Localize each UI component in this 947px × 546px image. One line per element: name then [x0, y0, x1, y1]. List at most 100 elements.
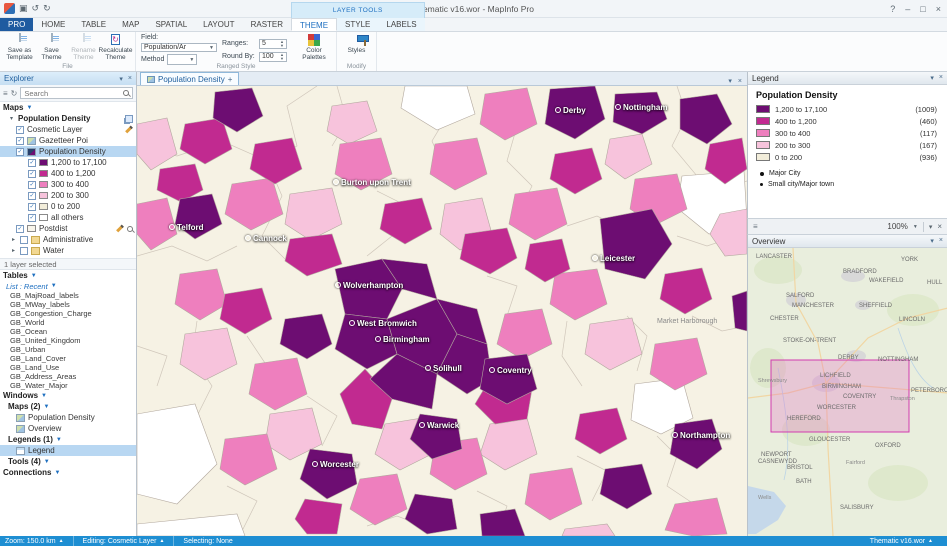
table-row[interactable]: GB_United_Kingdom [0, 336, 136, 345]
panel-menu-icon[interactable]: ▾ [930, 237, 934, 245]
twirl-collapsed-icon[interactable]: ▸ [10, 247, 17, 254]
search-input[interactable] [24, 89, 123, 98]
ranges-spinner[interactable]: 5 ▲▼ [259, 39, 287, 49]
map-group-row[interactable]: ▾ Population Density [0, 113, 136, 124]
legend-point-entry[interactable]: Small city/Major town [748, 179, 947, 190]
range-row-3[interactable]: ✓ 200 to 300 [0, 190, 136, 201]
redo-icon[interactable]: ↻ [43, 3, 51, 14]
visibility-checkbox[interactable]: ✓ [28, 159, 36, 167]
color-palettes-button[interactable]: Color Palettes [297, 34, 331, 62]
map-document-tab[interactable]: Population Density + [140, 72, 239, 85]
tab-layout[interactable]: LAYOUT [195, 18, 242, 31]
round-by-spinner[interactable]: 100 ▲▼ [259, 52, 287, 62]
range-row-4[interactable]: ✓ 0 to 200 [0, 201, 136, 212]
tab-spatial[interactable]: SPATIAL [147, 18, 195, 31]
tab-raster[interactable]: RASTER [243, 18, 291, 31]
maximize-icon[interactable]: □ [920, 4, 925, 14]
visibility-checkbox[interactable]: ✓ [16, 126, 24, 134]
save-theme-button[interactable]: Save Theme [37, 34, 66, 62]
save-icon[interactable]: ▣ [19, 3, 28, 14]
tab-style[interactable]: STYLE [337, 18, 378, 31]
app-icon[interactable] [4, 3, 15, 14]
status-editing[interactable]: Editing: Cosmetic Layer ▲ [74, 536, 175, 546]
visibility-checkbox[interactable]: ✓ [16, 148, 24, 156]
legend-entry[interactable]: 0 to 200 (936) [748, 151, 947, 163]
panel-menu-icon[interactable]: ▾ [929, 223, 933, 231]
help-icon[interactable]: ? [890, 4, 895, 14]
windows-tools-group[interactable]: Tools (4) ▼ [0, 456, 136, 467]
layer-row-water[interactable]: ▸ ✓ Water [0, 245, 136, 256]
range-row-0[interactable]: ✓ 1,200 to 17,100 [0, 157, 136, 168]
edit-pencil-icon[interactable] [116, 225, 124, 233]
range-row-1[interactable]: ✓ 400 to 1,200 [0, 168, 136, 179]
tab-pro[interactable]: PRO [0, 18, 33, 31]
table-row[interactable]: GB_MajRoad_labels [0, 291, 136, 300]
layers-icon[interactable] [125, 115, 133, 123]
twirl-collapsed-icon[interactable]: ▸ [10, 236, 17, 243]
recalculate-theme-button[interactable]: ↻ Recalculate Theme [101, 34, 130, 62]
range-row-5[interactable]: ✓ all others [0, 212, 136, 223]
table-row[interactable]: GB_Ocean [0, 327, 136, 336]
map-canvas[interactable]: Derby Nottingham Burton upon Trent Telfo… [137, 86, 747, 536]
window-row-overview[interactable]: Overview [0, 423, 136, 434]
search-box[interactable] [20, 87, 133, 99]
table-row[interactable]: GB_MWay_labels [0, 300, 136, 309]
table-row[interactable]: GB_Urban [0, 345, 136, 354]
panel-close-icon[interactable]: × [128, 75, 132, 83]
visibility-checkbox[interactable]: ✓ [28, 192, 36, 200]
edit-pencil-icon[interactable] [125, 126, 133, 134]
spinner-arrows-icon[interactable]: ▲▼ [280, 53, 284, 61]
legend-entry[interactable]: 300 to 400 (117) [748, 127, 947, 139]
layer-row-administrative[interactable]: ▸ ✓ Administrative [0, 234, 136, 245]
legend-zoom-value[interactable]: 100% [887, 222, 907, 231]
layer-row-theme[interactable]: ✓ Population Density [0, 146, 136, 157]
panel-close-icon[interactable]: × [939, 237, 943, 245]
panel-close-icon[interactable]: × [937, 222, 942, 231]
panel-menu-icon[interactable]: ▾ [930, 74, 934, 82]
layer-row-cosmetic[interactable]: ✓ Cosmetic Layer [0, 124, 136, 135]
panel-close-icon[interactable]: × [939, 74, 943, 82]
legend-point-entry[interactable]: Major City [748, 168, 947, 179]
layer-row-postdist[interactable]: ✓ Postdist [0, 223, 136, 234]
close-icon[interactable]: × [936, 4, 941, 14]
visibility-checkbox[interactable]: ✓ [28, 214, 36, 222]
table-row[interactable]: GB_World [0, 318, 136, 327]
windows-legends-group[interactable]: Legends (1) ▼ [0, 434, 136, 445]
field-combo[interactable]: Population/Ar ▼ [141, 43, 217, 52]
overview-map[interactable]: LANCASTER YORK BRADFORD WAKEFIELD HULL S… [748, 248, 947, 536]
tab-map[interactable]: MAP [114, 18, 147, 31]
undo-icon[interactable]: ↺ [32, 3, 40, 14]
status-selecting[interactable]: Selecting: None [174, 536, 241, 546]
twirl-icon[interactable]: ▾ [8, 115, 15, 122]
table-row[interactable]: GB_Land_Use [0, 363, 136, 372]
range-row-2[interactable]: ✓ 300 to 400 [0, 179, 136, 190]
table-row[interactable]: GB_Address_Areas [0, 372, 136, 381]
status-zoom[interactable]: Zoom: 150.0 km ▲ [5, 536, 74, 546]
save-as-template-button[interactable]: Save as Template [5, 34, 34, 62]
tab-home[interactable]: HOME [33, 18, 73, 31]
tab-theme[interactable]: THEME [291, 18, 337, 31]
window-row-map[interactable]: Population Density [0, 412, 136, 423]
rename-theme-button[interactable]: Rename Theme [69, 34, 98, 62]
tab-labels[interactable]: LABELS [378, 18, 424, 31]
refresh-icon[interactable]: ↻ [11, 89, 18, 98]
zoom-layer-icon[interactable] [127, 226, 133, 232]
chevron-down-icon[interactable]: ▼ [913, 224, 918, 230]
legend-entry[interactable]: 1,200 to 17,100 (1009) [748, 103, 947, 115]
tab-close-icon[interactable]: × [738, 78, 742, 85]
status-document[interactable]: Thematic v16.wor ▲ [861, 536, 942, 546]
section-tables[interactable]: Tables ▼ [0, 270, 136, 281]
table-row[interactable]: GB_Water_Major [0, 381, 136, 390]
section-connections[interactable]: Connections ▼ [0, 467, 136, 478]
styles-button[interactable]: Styles [342, 34, 371, 62]
legend-entry[interactable]: 400 to 1,200 (460) [748, 115, 947, 127]
window-row-legend[interactable]: Legend [0, 445, 136, 456]
windows-maps-group[interactable]: Maps (2) ▼ [0, 401, 136, 412]
table-list-filter[interactable]: List : Recent ▼ [0, 281, 136, 291]
float-window-icon[interactable]: + [228, 75, 233, 84]
visibility-checkbox[interactable]: ✓ [28, 203, 36, 211]
section-maps[interactable]: Maps ▼ [0, 102, 136, 113]
legend-entry[interactable]: 200 to 300 (167) [748, 139, 947, 151]
visibility-checkbox[interactable]: ✓ [20, 236, 28, 244]
visibility-checkbox[interactable]: ✓ [28, 181, 36, 189]
